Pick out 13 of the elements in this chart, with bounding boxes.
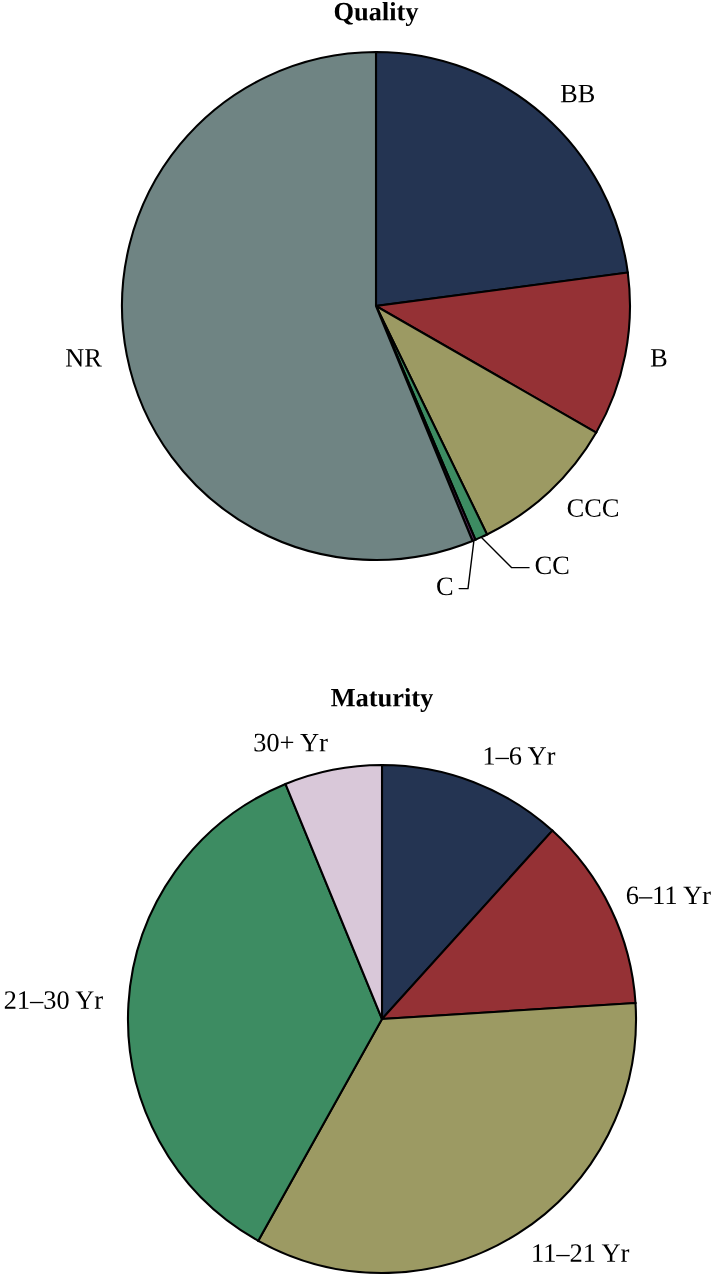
slice-label: CC <box>535 556 569 575</box>
chart-title: Maturity <box>331 688 434 712</box>
slice-label: BB <box>560 84 595 103</box>
slice-label: 1–6 Yr <box>484 747 556 765</box>
slice-label: C <box>437 577 453 596</box>
slice-label: 30+ Yr <box>254 733 328 752</box>
slice-label: CCC <box>567 499 618 517</box>
slice-label: 11–21 Yr <box>533 1244 630 1262</box>
slice-label: 21–30 Yr <box>4 991 103 1009</box>
slice-label: B <box>650 349 667 367</box>
slice-label: 6–11 Yr <box>626 886 711 905</box>
chart-title: Quality <box>334 2 419 26</box>
slice-label: NR <box>65 349 102 367</box>
